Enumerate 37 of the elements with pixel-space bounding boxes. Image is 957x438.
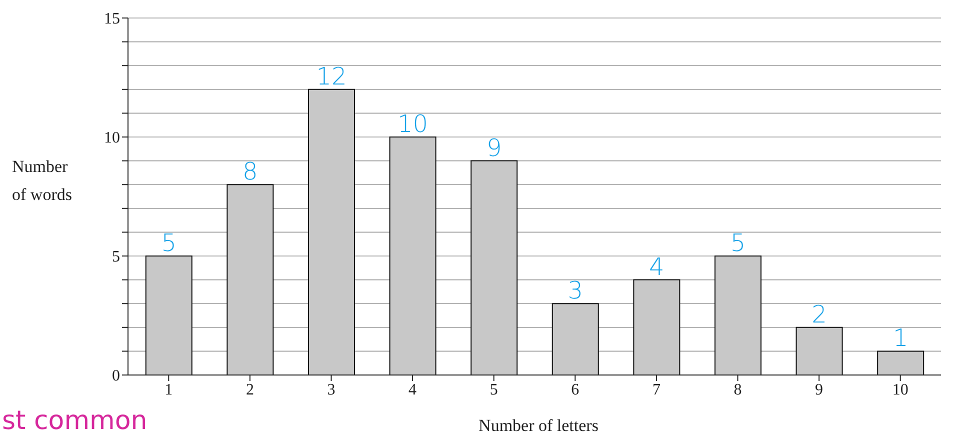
- bar: [877, 350, 924, 375]
- x-tick-label: 5: [490, 381, 498, 398]
- data-label: 9: [486, 134, 502, 162]
- data-label: 2: [812, 300, 827, 328]
- bar: [552, 303, 599, 375]
- data-label: 4: [649, 252, 664, 281]
- bar: [714, 256, 762, 375]
- y-tick-label: 5: [112, 248, 120, 266]
- y-tick-label: 15: [104, 10, 120, 28]
- bar: [796, 326, 843, 375]
- y-axis-title: Number of words: [12, 156, 73, 206]
- bar: [226, 184, 274, 375]
- data-label: 10: [398, 110, 428, 138]
- text: st common: [2, 406, 148, 436]
- x-tick-label: 1: [164, 381, 173, 398]
- x-tick-label: 7: [652, 381, 660, 398]
- x-tick-label: 9: [815, 381, 824, 398]
- x-axis-title: Number of letters: [478, 416, 598, 435]
- bar: [308, 88, 355, 375]
- data-label: 3: [568, 276, 584, 305]
- bar: [389, 136, 436, 375]
- data-label: 12: [316, 62, 347, 90]
- x-tick-label: 4: [408, 381, 417, 398]
- bar: [470, 160, 518, 375]
- data-label: 1: [892, 324, 908, 352]
- data-label: 5: [161, 229, 177, 257]
- data-label: 5: [730, 229, 746, 257]
- x-tick-label: 2: [246, 381, 254, 398]
- x-tick-label: 10: [892, 381, 908, 398]
- bar: [633, 279, 680, 375]
- data-label: 8: [242, 158, 258, 186]
- bar: [145, 256, 192, 375]
- y-tick-label: 0: [112, 368, 120, 385]
- x-tick-label: 6: [571, 381, 580, 398]
- x-tick-label: 3: [327, 381, 336, 398]
- y-tick-label: 10: [104, 130, 120, 147]
- x-tick-label: 8: [734, 381, 742, 398]
